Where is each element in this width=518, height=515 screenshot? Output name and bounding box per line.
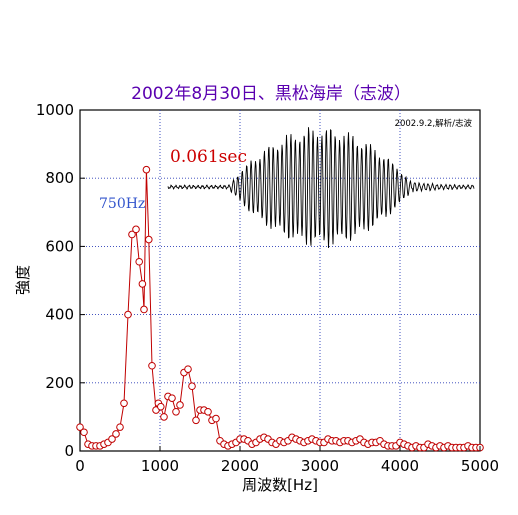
spectrum-point — [212, 414, 220, 423]
spectrum-point — [76, 423, 84, 431]
spectrum-point — [112, 430, 120, 438]
x-tick-label: 2000 — [221, 457, 259, 475]
waveform-trace — [167, 127, 475, 249]
spectrum-point — [188, 382, 196, 391]
spectrum-point — [184, 365, 192, 373]
spectrum-point — [124, 310, 132, 319]
gridlines — [80, 110, 480, 451]
waveform-inset — [167, 127, 475, 249]
y-tick-label: 200 — [45, 374, 74, 392]
peak-frequency-annotation: 750Hz — [99, 196, 145, 212]
spectrum-point — [142, 165, 151, 174]
x-axis-ticks: 0 1000 2000 3000 4000 5000 — [75, 446, 499, 475]
spectrum-point — [168, 394, 176, 402]
x-tick-label: 3000 — [301, 457, 339, 475]
x-tick-label: 1000 — [141, 457, 179, 475]
spectrum-point — [172, 407, 180, 416]
x-tick-label: 5000 — [461, 457, 499, 475]
spectrum-point — [138, 280, 147, 288]
chart-title: 2002年8月30日、黒松海岸（志波） — [131, 84, 411, 104]
spectrum-point — [120, 399, 128, 408]
spectrum-point — [132, 225, 140, 234]
spectrum-point — [108, 435, 116, 443]
spectrum-point — [116, 423, 124, 431]
spectrum-point — [128, 230, 136, 239]
spectrum-point — [160, 413, 168, 421]
spectrum-point — [176, 401, 184, 409]
spectrum-point — [80, 428, 88, 437]
spectrum-series — [76, 165, 484, 452]
spectrum-point — [148, 361, 156, 370]
spectrum-point — [204, 407, 212, 416]
spectrum-point — [157, 402, 165, 411]
y-axis-ticks: 0 200 400 600 800 1000 — [36, 101, 85, 460]
spectrum-point — [135, 257, 143, 266]
spectrum-point — [192, 416, 200, 425]
x-tick-label: 4000 — [381, 457, 419, 475]
y-tick-label: 800 — [45, 169, 74, 187]
plot-area — [79, 109, 481, 452]
y-tick-label: 1000 — [36, 101, 74, 119]
x-axis-label: 周波数[Hz] — [242, 476, 318, 494]
y-axis-label: 強度 — [14, 265, 32, 295]
duration-annotation: 0.061sec — [170, 147, 247, 167]
analysis-credit: 2002.9.2,解析/志波 — [395, 118, 473, 129]
y-tick-label: 400 — [45, 306, 74, 324]
x-tick-label: 0 — [75, 457, 85, 475]
spectrum-point — [145, 235, 153, 244]
spectrum-point — [140, 305, 148, 314]
y-tick-label: 0 — [64, 442, 74, 460]
y-tick-label: 600 — [45, 237, 74, 255]
